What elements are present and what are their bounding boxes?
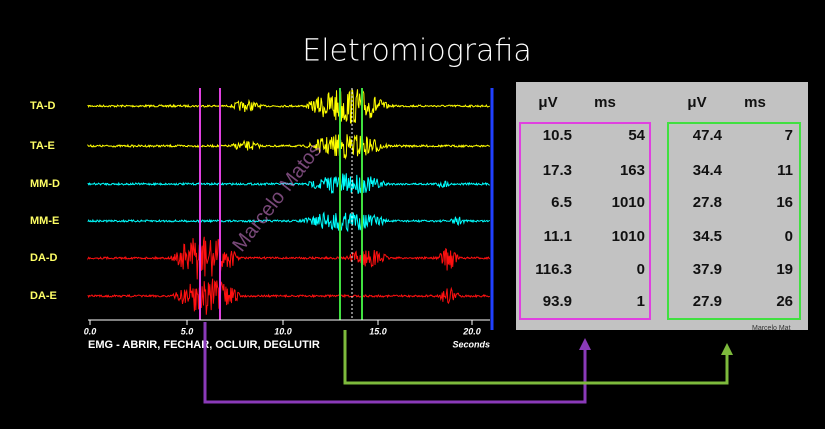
table-cell: 6.5 bbox=[551, 194, 572, 211]
table-cell: 7 bbox=[785, 127, 793, 144]
emg-trace bbox=[87, 278, 490, 315]
channel-label: MM-E bbox=[30, 215, 59, 227]
table-cell: 1 bbox=[637, 293, 645, 310]
channel-label: MM-D bbox=[30, 178, 60, 190]
green-box bbox=[667, 122, 801, 320]
x-tick-label: 15.0 bbox=[369, 326, 387, 336]
x-unit: Seconds bbox=[452, 339, 490, 349]
table-cell: 37.9 bbox=[693, 261, 722, 278]
emg-trace bbox=[87, 236, 491, 280]
column-header: μV bbox=[687, 94, 706, 111]
purple-arrow bbox=[203, 322, 587, 404]
column-header: ms bbox=[594, 94, 616, 111]
table-cell: 11 bbox=[777, 162, 793, 179]
channel-label: DA-D bbox=[30, 252, 58, 264]
green-arrowhead bbox=[721, 343, 733, 355]
table-cell: 0 bbox=[785, 228, 793, 245]
emg-trace bbox=[87, 88, 490, 124]
table-cell: 11.1 bbox=[544, 228, 572, 245]
emg-trace bbox=[87, 173, 490, 194]
emg-trace bbox=[87, 211, 490, 233]
purple-arrowhead bbox=[579, 338, 591, 350]
x-tick-label: 0.0 bbox=[84, 326, 97, 336]
table: μV ms μV ms 10.5 54 47.4 7 17.3 163 34.4 11 6.5 1010 2… bbox=[535, 94, 793, 310]
table-cell: 54 bbox=[628, 127, 645, 144]
x-tick-label: 5.0 bbox=[181, 326, 194, 336]
channel-label: TA-E bbox=[30, 140, 55, 152]
green-arrow bbox=[343, 330, 729, 385]
column-header: ms bbox=[744, 94, 766, 111]
channel-label: DA-E bbox=[30, 290, 57, 302]
table-cell: 1010 bbox=[612, 228, 645, 245]
column-header: μV bbox=[538, 94, 557, 111]
table-cell: 116.3 bbox=[535, 261, 572, 278]
table-cell: 17.3 bbox=[543, 162, 572, 179]
magenta-box bbox=[519, 122, 651, 320]
table-cell: 34.4 bbox=[693, 162, 723, 179]
table-watermark: Marcelo Mat bbox=[752, 325, 791, 332]
channel-label: TA-D bbox=[30, 100, 56, 112]
table-cell: 27.9 bbox=[693, 293, 722, 310]
table-cell: 1010 bbox=[612, 194, 645, 211]
table-cell: 34.5 bbox=[693, 228, 722, 245]
table-cell: 0 bbox=[637, 261, 645, 278]
table-cell: 26 bbox=[776, 293, 793, 310]
table-cell: 27.8 bbox=[693, 194, 722, 211]
table-cell: 16 bbox=[776, 194, 793, 211]
table-cell: 93.9 bbox=[543, 293, 572, 310]
x-tick-label: 10.0 bbox=[274, 326, 292, 336]
emg-trace bbox=[87, 134, 491, 160]
table-cell: 47.4 bbox=[693, 127, 723, 144]
x-tick-label: 20.0 bbox=[462, 326, 481, 336]
slide-title: Eletromiografia bbox=[302, 34, 531, 69]
table-cell: 163 bbox=[620, 162, 645, 179]
table-cell: 10.5 bbox=[543, 127, 572, 144]
table-cell: 19 bbox=[776, 261, 793, 278]
